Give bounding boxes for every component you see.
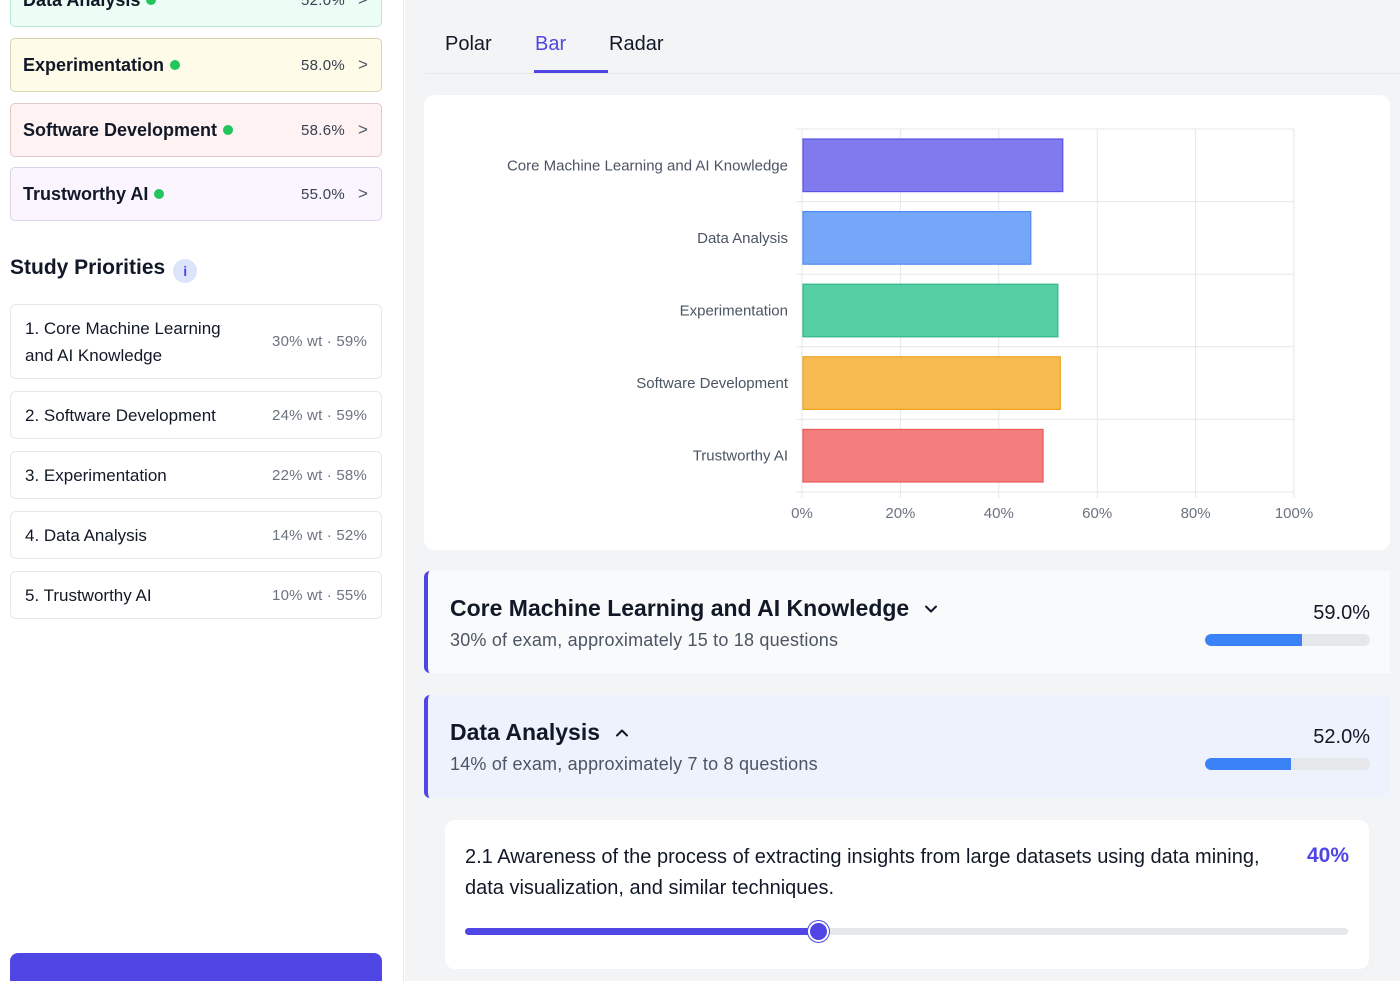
chevron-right-icon: > [358,184,368,203]
bar-trustworthy-ai [802,428,1044,483]
domain-name: Experimentation [23,54,165,75]
x-tick-label: 40% [984,505,1014,522]
priority-item[interactable]: 1. Core Machine Learning and AI Knowledg… [10,304,382,379]
y-tick-label: Data Analysis [697,230,788,247]
domain-score: 58.6% [300,121,345,139]
priority-item[interactable]: 2. Software Development 24% wt · 59% [10,391,382,439]
section-subtitle: 14% of exam, approximately 7 to 8 questi… [450,754,818,774]
x-tick-label: 80% [1181,505,1211,522]
y-tick-label: Core Machine Learning and AI Knowledge [507,157,788,174]
priority-item[interactable]: 3. Experimentation 22% wt · 58% [10,451,382,499]
domain-name: Trustworthy AI [23,183,149,204]
chevron-right-icon: > [358,55,368,74]
tab-radar[interactable]: Radar [609,33,664,55]
priority-label: 5. Trustworthy AI [25,585,152,605]
domain-card-software-development[interactable]: Software Development 58.6% > [10,103,382,157]
x-tick-label: 60% [1082,505,1112,522]
info-icon[interactable]: i [173,259,198,283]
chevron-right-icon: > [358,120,368,139]
section-score: 52.0% [1313,726,1370,748]
priority-meta: 24% wt · 59% [272,406,367,424]
domain-score: 58.0% [300,56,345,74]
domain-card-data-analysis[interactable]: Data Analysis 52.0% > [10,0,382,27]
domain-name: Software Development [23,119,218,140]
bar-experimentation [802,283,1059,338]
study-priorities-heading: Study Priorities i [10,253,198,283]
priority-label: 1. Core Machine Learning and AI Knowledg… [25,318,221,365]
status-dot-icon [146,0,157,5]
chart-card: 0% 20% 40% 60% 80% 100% Core Machine Learning … [424,95,1390,550]
bar-chart: 0% 20% 40% 60% 80% 100% Core Machine Learning … [507,128,1313,522]
bar-data-analysis [802,210,1032,265]
priority-label: 2. Software Development [25,405,216,425]
slider-handle[interactable] [807,921,829,942]
chevron-right-icon: > [357,0,369,10]
x-tick-label: 100% [1275,505,1313,522]
priority-meta: 14% wt · 52% [272,526,367,544]
domain-section-core-ml[interactable]: Core Machine Learning and AI Knowledge 3… [424,571,1390,673]
chart-tabs: Polar Bar Radar [425,0,1400,74]
sidebar: Data Analysis 52.0% > Experimentation 58… [0,0,404,981]
section-progress-fill [1205,634,1303,646]
y-tick-label: Trustworthy AI [693,448,788,465]
tab-polar[interactable]: Polar [445,33,492,55]
section-title: Core Machine Learning and AI Knowledge [450,595,910,621]
subtopic-score: 40% [1306,844,1349,867]
section-subtitle: 30% of exam, approximately 15 to 18 ques… [450,630,839,650]
active-tab-indicator [534,70,608,73]
section-score: 59.0% [1313,602,1370,624]
priority-item[interactable]: 5. Trustworthy AI 10% wt · 55% [10,571,382,619]
subtopic-card: 2.1 Awareness of the process of extracti… [445,820,1369,969]
slider-fill [465,928,819,935]
bar-software-development [802,356,1061,410]
bar-core-machine-learning-and-ai-knowledge [802,138,1064,193]
main-panel: Polar Bar Radar 0% 20% 40% 60% 80% 100% Core M… [405,0,1400,981]
status-dot-icon [223,125,234,135]
priority-meta: 30% wt · 59% [272,333,367,350]
priority-meta: 10% wt · 55% [272,586,367,604]
domain-card-trustworthy-ai[interactable]: Trustworthy AI 55.0% > [10,167,382,221]
status-dot-icon [154,189,165,199]
section-title: Data Analysis [450,719,600,745]
section-progress-fill [1205,758,1291,770]
priority-meta: 22% wt · 58% [272,466,367,484]
section-progress-bar [1205,634,1370,646]
tab-bar[interactable]: Bar [535,33,567,55]
chevron-up-icon[interactable] [614,725,630,741]
domain-score: 55.0% [300,185,345,203]
domain-section-data-analysis[interactable]: Data Analysis 14% of exam, approximately… [424,695,1390,798]
confidence-slider[interactable] [465,921,1348,942]
status-dot-icon [170,60,181,70]
domain-card-experimentation[interactable]: Experimentation 58.0% > [10,38,382,92]
subtopic-text: 2.1 Awareness of the process of extracti… [465,846,1260,899]
study-priorities-title: Study Priorities [10,256,166,279]
primary-action-button[interactable] [10,953,382,981]
chevron-down-icon[interactable] [923,601,939,617]
x-tick-label: 0% [791,505,813,522]
y-tick-label: Software Development [636,375,789,392]
priority-label: 3. Experimentation [25,465,167,485]
domain-score: 52.0% [300,0,345,9]
x-tick-label: 20% [885,505,915,522]
section-progress-bar [1205,758,1370,770]
priority-item[interactable]: 4. Data Analysis 14% wt · 52% [10,511,382,559]
domain-name: Data Analysis [23,0,140,11]
y-tick-label: Experimentation [680,303,788,320]
priority-label: 4. Data Analysis [25,525,147,545]
